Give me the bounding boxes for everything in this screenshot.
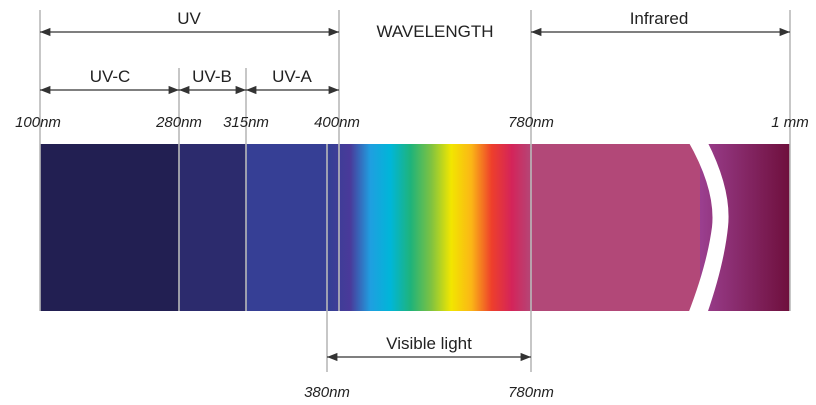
region-labels: UV WAVELENGTH Infrared UV-C UV-B UV-A Vi… — [90, 9, 689, 353]
spectrum-band — [40, 141, 790, 314]
wavelength-title: WAVELENGTH — [376, 22, 493, 41]
uv-c-band — [40, 144, 179, 311]
infrared-band — [531, 144, 731, 311]
visible-light-label: Visible light — [386, 334, 472, 353]
tick-100nm: 100nm — [15, 114, 61, 131]
uv-b-band — [179, 144, 246, 311]
uv-a-label: UV-A — [272, 67, 312, 86]
tick-1mm: 1 mm — [771, 114, 809, 131]
infrared-label: Infrared — [630, 9, 689, 28]
guide-lines — [39, 10, 791, 372]
tick-315nm: 315nm — [223, 114, 269, 131]
uv-label: UV — [177, 9, 201, 28]
scale-break — [688, 141, 729, 314]
uv-a-band — [246, 144, 330, 311]
visible-band — [330, 144, 532, 311]
tick-380nm: 380nm — [304, 384, 350, 401]
tick-780nm-bottom: 780nm — [508, 384, 554, 401]
tick-280nm: 280nm — [155, 114, 202, 131]
tick-780nm-top: 780nm — [508, 114, 554, 131]
range-arrows — [40, 27, 790, 362]
tick-labels: 100nm 280nm 315nm 400nm 780nm 1 mm 380nm… — [15, 114, 809, 401]
tick-400nm: 400nm — [314, 114, 360, 131]
uv-c-label: UV-C — [90, 67, 131, 86]
uv-b-label: UV-B — [192, 67, 232, 86]
